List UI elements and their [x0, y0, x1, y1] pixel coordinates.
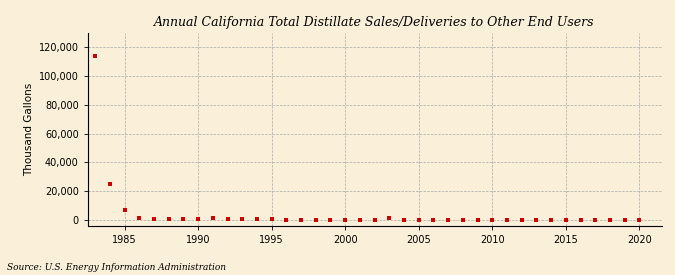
Title: Annual California Total Distillate Sales/Deliveries to Other End Users: Annual California Total Distillate Sales…: [155, 16, 595, 29]
Y-axis label: Thousand Gallons: Thousand Gallons: [24, 82, 34, 176]
Text: Source: U.S. Energy Information Administration: Source: U.S. Energy Information Administ…: [7, 263, 225, 272]
